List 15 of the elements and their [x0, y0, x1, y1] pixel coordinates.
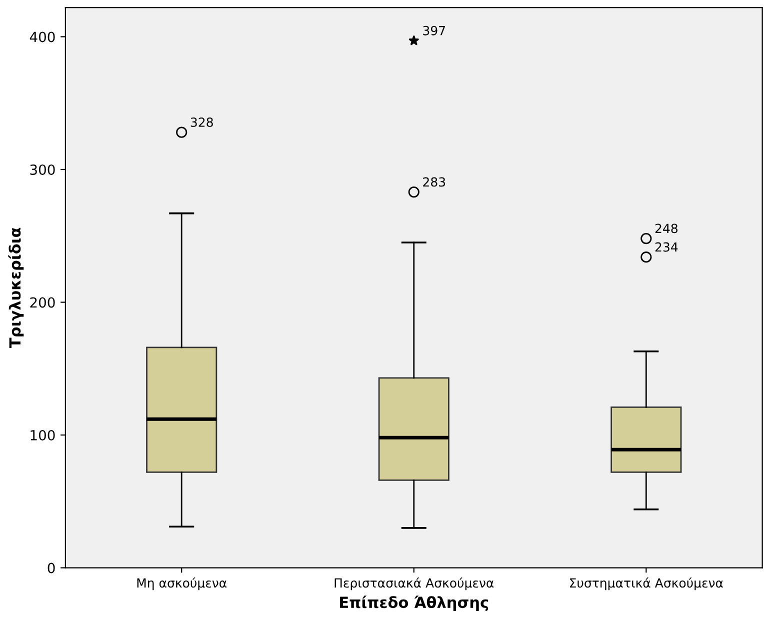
y-tick-label: 100: [30, 430, 55, 440]
x-axis-title: Επίπεδο Άθλησης: [340, 596, 488, 612]
annotation: 328: [190, 117, 213, 127]
y-tick-label: 400: [30, 32, 55, 42]
x-tick-label: Περιστασιακά Ασκούμενα: [334, 578, 494, 590]
y-tick-label: 200: [30, 297, 55, 308]
annotation: 234: [655, 242, 678, 252]
annotation: 397: [423, 26, 445, 36]
x-tick-label: Μη ασκούμενα: [137, 578, 227, 590]
y-tick-label: 0: [48, 562, 55, 574]
y-tick-label: 300: [30, 164, 55, 175]
y-axis-title: Τριγλυκερίδια: [8, 228, 24, 348]
x-tick-label: Συστηματικά Ασκούμενα: [570, 578, 723, 590]
annotation: 283: [423, 177, 446, 187]
annotation: 248: [655, 224, 678, 234]
